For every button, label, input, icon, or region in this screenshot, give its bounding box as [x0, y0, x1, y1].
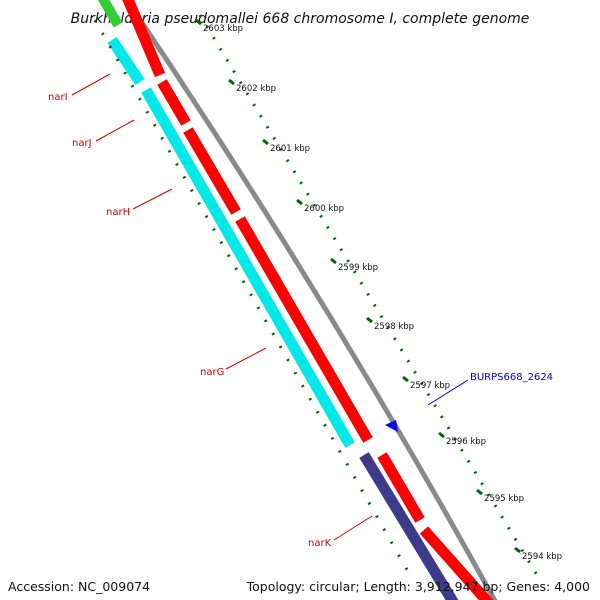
forward-cds-segment[interactable]	[377, 452, 425, 523]
tick-label: 2599 kbp	[338, 263, 378, 273]
scale-ticks: 2603 kbp 2602 kbp 2601 kbp 2600 kbp 2599 kbp…	[195, 18, 562, 562]
gene-leader-line	[225, 347, 267, 370]
tick-mark	[476, 488, 483, 496]
tick-mark	[228, 78, 235, 86]
accession-text: Accession: NC_009074	[8, 579, 151, 594]
gene-leader-line	[71, 73, 111, 96]
gene-label[interactable]: BURPS668_2624	[470, 372, 553, 383]
gene-label[interactable]: narK	[308, 538, 332, 549]
gene-label[interactable]: narH	[106, 207, 130, 218]
gene-leader-line	[333, 515, 373, 541]
tick-mark	[514, 546, 521, 554]
forward-cds-track	[122, 0, 495, 600]
gene-label[interactable]: narI	[48, 92, 68, 103]
gene-leader-line	[427, 379, 469, 406]
tick-label: 2598 kbp	[374, 322, 414, 332]
tick-mark	[366, 316, 373, 324]
tick-label: 2600 kbp	[304, 204, 344, 214]
green-cds-track	[97, 0, 123, 28]
gene-label[interactable]: narJ	[72, 138, 92, 149]
gene-labels: narI narJ narH narG narK BURPS668_2624	[48, 73, 553, 549]
tick-label: 2594 kbp	[522, 552, 562, 562]
purple-cds-segment[interactable]	[359, 452, 459, 600]
gene-leader-line	[95, 119, 135, 142]
tick-mark	[262, 138, 269, 146]
tick-label: 2597 kbp	[410, 381, 450, 391]
small-feature-marker[interactable]	[385, 420, 398, 432]
tick-mark	[296, 198, 303, 206]
tick-label: 2595 kbp	[484, 494, 524, 504]
forward-cds-segment[interactable]	[419, 526, 495, 600]
gene-leader-line	[132, 188, 173, 210]
tick-label: 2602 kbp	[236, 84, 276, 94]
tick-mark	[438, 431, 445, 439]
reverse-cds-track	[107, 36, 355, 448]
tick-mark	[330, 257, 337, 265]
tick-mark	[195, 18, 202, 26]
reverse-cds-segment[interactable]	[107, 36, 145, 86]
tick-label: 2603 kbp	[203, 24, 243, 34]
forward-cds-segment[interactable]	[157, 79, 191, 126]
forward-cds-segment[interactable]	[183, 127, 241, 215]
inner-tick-track	[93, 19, 412, 576]
forward-cds-segment[interactable]	[235, 216, 373, 443]
gene-label[interactable]: narG	[200, 367, 224, 378]
reverse-cds-segment[interactable]	[141, 87, 355, 448]
tick-label: 2596 kbp	[446, 437, 486, 447]
tick-mark	[402, 375, 409, 383]
forward-cds-segment[interactable]	[122, 0, 166, 78]
map-title: Burkholderia pseudomallei 668 chromosome…	[71, 11, 530, 27]
genome-backbone	[123, 0, 498, 600]
genome-summary-text: Topology: circular; Length: 3,912,947 bp…	[246, 579, 590, 594]
tick-label: 2601 kbp	[270, 144, 310, 154]
